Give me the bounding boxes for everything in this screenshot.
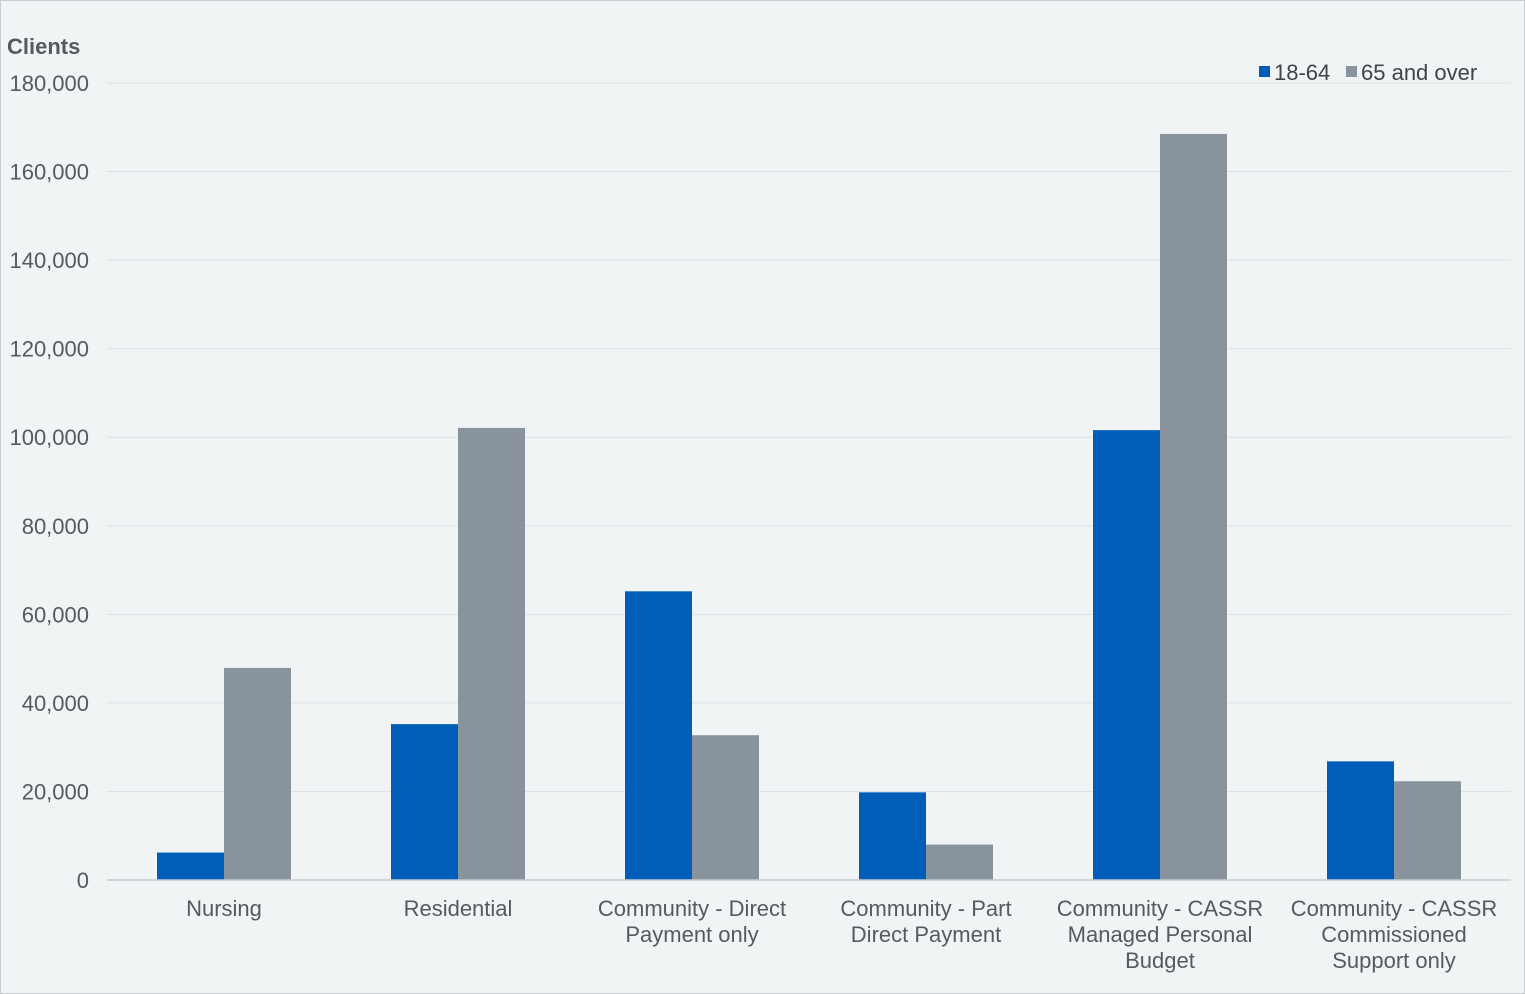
y-tick-label: 160,000 <box>9 160 89 185</box>
y-tick-label: 0 <box>77 868 89 893</box>
y-tick-label: 80,000 <box>22 514 89 539</box>
x-category-label: Residential <box>404 896 513 921</box>
y-tick-label: 100,000 <box>9 425 89 450</box>
bars <box>157 133 1461 881</box>
x-category-label: Community - CASSR Commissioned Support onl… <box>1291 896 1498 973</box>
y-tick-label: 60,000 <box>22 602 89 627</box>
bar-18-64 <box>1093 430 1160 880</box>
bar-65-and-over <box>1394 781 1461 880</box>
bar-65-and-over <box>1160 133 1227 881</box>
legend-label: 18-64 <box>1274 60 1330 85</box>
bar-18-64 <box>859 792 926 880</box>
bar-65-and-over <box>692 735 759 880</box>
x-category-label: Community - Part Direct Payment <box>840 896 1011 947</box>
gridlines <box>107 82 1511 792</box>
bar-18-64 <box>625 591 692 880</box>
y-tick-label: 40,000 <box>22 691 89 716</box>
bar-18-64 <box>157 852 224 880</box>
bar-65-and-over <box>224 667 291 880</box>
y-axis-title: Clients <box>7 34 80 59</box>
x-category-label: Nursing <box>186 896 262 921</box>
bar-18-64 <box>1327 761 1394 880</box>
y-tick-label: 20,000 <box>22 779 89 804</box>
bar-65-and-over <box>458 427 525 880</box>
legend-label: 65 and over <box>1361 60 1477 85</box>
legend-swatch <box>1259 66 1270 77</box>
axes: Clients 0 20,000 40,000 60,000 80,000 100,000 1… <box>7 34 1511 973</box>
y-tick-label: 140,000 <box>9 248 89 273</box>
y-tick-label: 120,000 <box>9 337 89 362</box>
y-tick-label: 180,000 <box>9 71 89 96</box>
x-category-label: Community - CASSR Managed Personal Budget <box>1057 896 1264 973</box>
bar-18-64 <box>391 724 458 880</box>
legend: 18-64 65 and over <box>1259 60 1477 85</box>
x-category-label: Community - Direct Payment only <box>598 896 786 947</box>
legend-swatch <box>1346 66 1357 77</box>
bar-65-and-over <box>926 844 993 880</box>
